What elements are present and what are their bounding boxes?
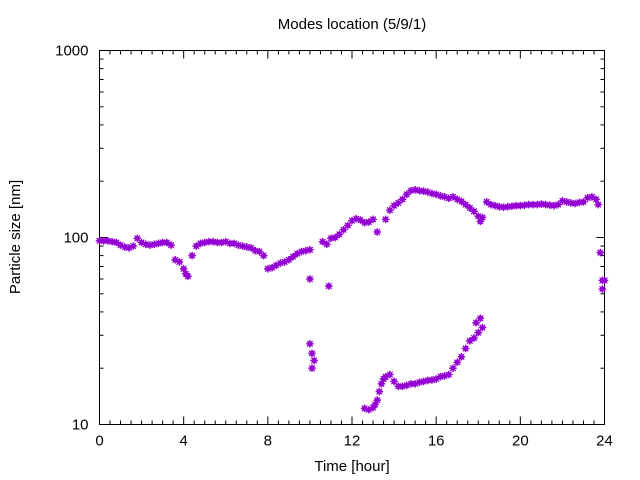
data-point [386, 370, 394, 379]
y-tick-label: 1000 [55, 43, 88, 60]
y-tick-label: 10 [72, 417, 89, 434]
data-point [373, 396, 382, 404]
data-point [335, 230, 344, 239]
data-point [453, 358, 462, 367]
data-point [272, 261, 281, 270]
data-point [470, 334, 478, 342]
data-point [255, 247, 264, 256]
data-point [308, 364, 316, 373]
data-point [472, 318, 480, 327]
data-point [375, 387, 384, 396]
data-point [369, 215, 377, 224]
data-point [331, 233, 339, 242]
data-point [188, 251, 196, 260]
data-point [478, 323, 487, 332]
data-point [306, 340, 314, 348]
data-point [596, 248, 605, 257]
x-tick-label: 20 [512, 433, 529, 450]
data-point [461, 344, 470, 353]
data-point [402, 381, 411, 390]
data-point [306, 245, 314, 254]
data-point [308, 349, 316, 358]
data-point [310, 356, 318, 365]
data-point [478, 213, 487, 222]
x-tick-label: 12 [344, 433, 361, 450]
x-tick-label: 16 [428, 433, 445, 450]
x-axis: 0 4 8 12 16 20 24 [95, 50, 613, 450]
data-point [474, 328, 483, 337]
data-point [407, 380, 415, 388]
y-axis: 10 100 1000 [55, 43, 605, 434]
data-point [457, 353, 466, 361]
minor-ticks [99, 50, 605, 425]
data-point [482, 198, 491, 206]
data-point [318, 237, 327, 246]
data-point [373, 228, 382, 236]
data-point [444, 370, 453, 379]
data-point [129, 242, 137, 250]
data-point [322, 240, 331, 249]
x-axis-label: Time [hour] [314, 458, 389, 475]
data-point [259, 251, 268, 260]
data-point [285, 255, 293, 264]
scatter-points [95, 185, 609, 414]
data-point [325, 282, 333, 290]
data-point [600, 276, 609, 285]
data-point [449, 364, 457, 373]
data-point [289, 252, 297, 261]
data-point [598, 285, 607, 293]
data-point [594, 200, 602, 209]
data-point [461, 200, 470, 209]
x-tick-label: 4 [179, 433, 187, 450]
plot-frame [99, 50, 605, 425]
data-point [529, 200, 537, 209]
data-point [356, 216, 365, 224]
data-point [184, 272, 192, 281]
data-point [268, 263, 276, 272]
x-tick-label: 8 [264, 433, 272, 450]
data-point [533, 200, 541, 209]
chart-title: Modes location (5/9/1) [278, 16, 426, 33]
x-tick-label: 24 [596, 433, 613, 450]
data-point [175, 258, 184, 266]
data-point [171, 255, 180, 264]
data-point [457, 197, 466, 206]
y-tick-label: 100 [63, 230, 88, 247]
data-point [398, 195, 407, 204]
data-point [466, 337, 474, 345]
y-axis-label: Particle size [nm] [7, 180, 24, 294]
data-point [476, 314, 485, 323]
data-point [167, 241, 175, 249]
x-tick-label: 0 [95, 433, 103, 450]
data-point [381, 215, 390, 224]
data-point [386, 206, 394, 214]
data-point [247, 244, 255, 252]
data-point [306, 275, 314, 283]
